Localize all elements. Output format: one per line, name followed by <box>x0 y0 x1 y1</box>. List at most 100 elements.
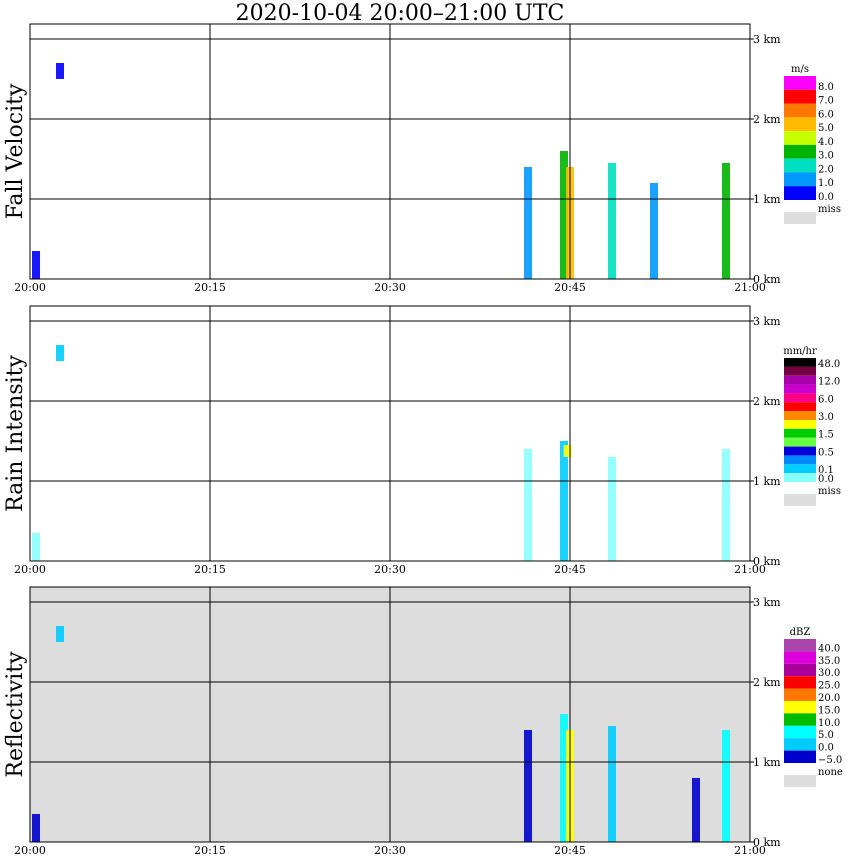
panel-2-colorbar-label-14: 0.0 <box>818 474 834 485</box>
panel-2-echo-5 <box>563 445 572 457</box>
panel-2-colorbar-swatch-3 <box>784 375 816 385</box>
panel-3-colorbar-swatch-10 <box>784 750 816 763</box>
panel-3-echo-2 <box>56 626 64 642</box>
panel-3-xtick-label-0: 20:00 <box>14 844 46 857</box>
panel-1-colorbar-label-6: 3.0 <box>818 151 834 162</box>
panel-3-ytick-label-2: 2 km <box>753 676 781 689</box>
panel-1-colorbar-swatch-7 <box>784 158 816 173</box>
panel-1-xtick-label-3: 20:45 <box>554 281 586 294</box>
panel-2-colorbar-label-5: 6.0 <box>818 394 834 405</box>
panel-2-frame <box>29 305 751 562</box>
panel-3-ytick-label-1: 1 km <box>753 756 781 769</box>
panel-3-colorbar-label-4: 25.0 <box>818 681 840 692</box>
panel-3-colorbar-label-7: 10.0 <box>818 718 840 729</box>
panel-2-ytick-label-3: 3 km <box>753 315 781 328</box>
panel-2-ytick-label-1: 1 km <box>753 475 781 488</box>
panel-3-echo-4 <box>560 714 568 842</box>
panel-3-xtick-label-1: 20:15 <box>194 844 226 857</box>
panel-3-colorbar-label-6: 15.0 <box>818 705 840 716</box>
panel-1-echo-3 <box>524 167 532 279</box>
panel-3-colorbar-label-9: 0.0 <box>818 743 834 754</box>
panel-1-colorbar-label-3: 6.0 <box>818 109 834 120</box>
panel-3-frame <box>29 586 751 843</box>
panel-2-xtick-label-0: 20:00 <box>14 563 46 576</box>
panel-2-colorbar-label-9: 1.5 <box>818 430 834 441</box>
panel-1-echo-1 <box>32 251 40 279</box>
panel-1-echo-8 <box>722 163 730 279</box>
panel-3-colorbar-swatch-7 <box>784 713 816 726</box>
panel-1-ytick-label-1: 1 km <box>753 193 781 206</box>
panel-1-colorbar-label-4: 5.0 <box>818 123 834 134</box>
panel-2-echo-1 <box>32 533 40 561</box>
panel-1-colorbar-swatch-4 <box>784 117 816 132</box>
panel-2-echo-2 <box>56 345 64 361</box>
panel-2-colorbar-label-3: 12.0 <box>818 377 840 388</box>
panel-3-colorbar-label-8: 5.0 <box>818 730 834 741</box>
panel-2-colorbar-swatch-11 <box>784 446 816 456</box>
panel-1-ytick-label-0: 0 km <box>753 273 781 286</box>
panel-3-colorbar-label-5: 20.0 <box>818 693 840 704</box>
panel-1-colorbar-label-1: 8.0 <box>818 82 834 93</box>
panel-2-colorbar-swatch-5 <box>784 393 816 403</box>
panel-3-colorbar-label-2: 35.0 <box>818 656 840 667</box>
panel-3-echo-8 <box>722 730 730 842</box>
panel-2-colorbar-miss-swatch <box>784 494 816 506</box>
panel-1-xtick-label-0: 20:00 <box>14 281 46 294</box>
panel-3-echo-7 <box>692 778 700 842</box>
panel-1-colorbar-label-7: 2.0 <box>818 164 834 175</box>
panel-2-xtick-label-4: 21:00 <box>734 563 766 576</box>
panel-3-colorbar-swatch-8 <box>784 725 816 739</box>
panel-3-colorbar-miss-swatch <box>784 775 816 787</box>
panel-1-colorbar-unit: m/s <box>791 64 809 75</box>
panel-2-colorbar-miss-label: miss <box>818 486 841 497</box>
panel-2-colorbar-unit: mm/hr <box>783 346 817 357</box>
panel-2-colorbar-swatch-7 <box>784 411 816 420</box>
panel-1-colorbar-swatch-5 <box>784 131 816 145</box>
panel-3-colorbar-swatch-2 <box>784 651 816 664</box>
panel-3-xtick-label-2: 20:30 <box>374 844 406 857</box>
panel-3-colorbar-miss-label: none <box>818 767 843 778</box>
panel-1-colorbar-swatch-9 <box>784 186 816 200</box>
panel-3-colorbar-label-10: −5.0 <box>818 755 842 766</box>
panel-1-colorbar-swatch-1 <box>784 76 816 90</box>
panel-2-colorbar-swatch-12 <box>784 455 816 465</box>
panel-3-colorbar-swatch-9 <box>784 738 816 751</box>
panel-1-colorbar-swatch-8 <box>784 172 816 187</box>
panel-3-colorbar-swatch-3 <box>784 663 816 677</box>
panel-3-echo-3 <box>524 730 532 842</box>
panel-2-colorbar-swatch-14 <box>784 473 816 482</box>
panel-1-colorbar-swatch-3 <box>784 103 816 118</box>
panel-1-colorbar-label-2: 7.0 <box>818 96 834 107</box>
panel-2-colorbar-swatch-8 <box>784 420 816 429</box>
panel-1-xtick-label-2: 20:30 <box>374 281 406 294</box>
panel-2-colorbar-swatch-10 <box>784 437 816 447</box>
panel-3-ytick-label-3: 3 km <box>753 596 781 609</box>
panel-3-ylabel: Reflectivity <box>3 651 28 778</box>
panel-1-colorbar-swatch-2 <box>784 89 816 104</box>
panel-1-colorbar-miss-swatch <box>784 212 816 224</box>
panel-2-colorbar-swatch-9 <box>784 428 816 438</box>
panel-1-colorbar-label-9: 0.0 <box>818 192 834 203</box>
chart-title: 2020-10-04 20:00–21:00 UTC <box>235 1 565 26</box>
panel-1-colorbar-swatch-6 <box>784 144 816 159</box>
panel-3-echo-1 <box>32 814 40 842</box>
panel-3-colorbar-swatch-5 <box>784 688 816 701</box>
panel-1-echo-6 <box>608 163 616 279</box>
panel-1-frame <box>29 23 751 280</box>
panel-3-colorbar-swatch-1 <box>784 639 816 652</box>
panel-1-echo-4 <box>560 151 568 279</box>
panel-3-xtick-label-4: 21:00 <box>734 844 766 857</box>
panel-3-ytick-label-0: 0 km <box>753 836 781 849</box>
panel-2-ytick-label-2: 2 km <box>753 395 781 408</box>
panel-2-colorbar-swatch-2 <box>784 366 816 376</box>
panel-2-colorbar-label-13: 0.1 <box>818 465 834 476</box>
panel-2-ylabel: Rain Intensity <box>3 354 28 511</box>
panel-2-colorbar-label-7: 3.0 <box>818 412 834 423</box>
panel-2-xtick-label-3: 20:45 <box>554 563 586 576</box>
panel-2-echo-7 <box>722 449 730 561</box>
panel-3-colorbar-label-1: 40.0 <box>818 643 840 654</box>
panel-3-xtick-label-3: 20:45 <box>554 844 586 857</box>
panel-3-colorbar-label-3: 30.0 <box>818 668 840 679</box>
panel-2-colorbar-label-1: 48.0 <box>818 359 840 370</box>
